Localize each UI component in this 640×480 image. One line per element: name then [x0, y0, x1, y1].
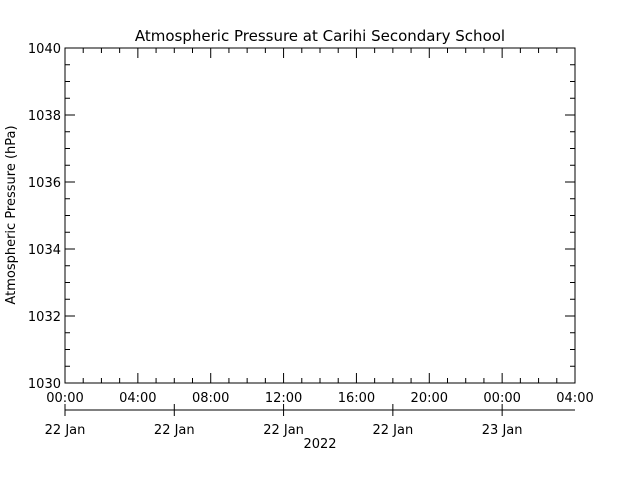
- date-axis-label: 2022: [303, 437, 336, 452]
- x-tick-label: 00:00: [483, 391, 520, 406]
- date-tick-label: 22 Jan: [372, 423, 413, 438]
- y-tick-label: 1038: [28, 109, 61, 124]
- x-tick-label: 08:00: [192, 391, 229, 406]
- date-tick-label: 22 Jan: [45, 423, 86, 438]
- x-tick-label: 20:00: [411, 391, 448, 406]
- y-tick-label: 1030: [28, 377, 61, 392]
- x-tick-label: 16:00: [338, 391, 375, 406]
- x-tick-label: 04:00: [556, 391, 593, 406]
- y-tick-label: 1034: [28, 243, 61, 258]
- x-tick-label: 04:00: [119, 391, 156, 406]
- y-axis-label: Atmospheric Pressure (hPa): [4, 125, 19, 304]
- y-tick-label: 1036: [28, 176, 61, 191]
- y-tick-label: 1040: [28, 42, 61, 57]
- date-tick-label: 22 Jan: [154, 423, 195, 438]
- y-tick-label: 1032: [28, 310, 61, 325]
- x-tick-label: 12:00: [265, 391, 302, 406]
- x-tick-label: 00:00: [46, 391, 83, 406]
- date-tick-label: 23 Jan: [482, 423, 523, 438]
- chart-title: Atmospheric Pressure at Carihi Secondary…: [135, 27, 505, 45]
- date-tick-label: 22 Jan: [263, 423, 304, 438]
